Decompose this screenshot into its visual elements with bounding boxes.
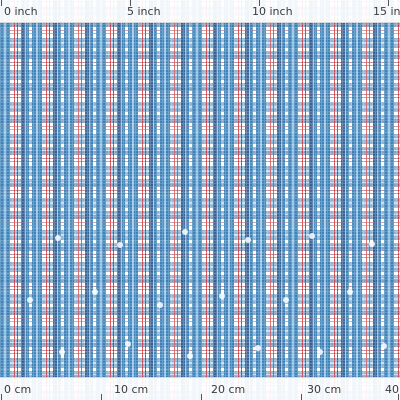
ruler-tick xyxy=(201,394,202,400)
ruler-tick xyxy=(1,0,2,6)
ruler-label-10-inch: 10 inch xyxy=(252,5,293,18)
ruler-tick xyxy=(388,0,389,6)
ruler-label-20-cm: 20 cm xyxy=(211,383,246,396)
ruler-label-40-cm: 40 xyxy=(385,383,399,396)
ruler-label-5-inch: 5 inch xyxy=(127,5,161,18)
ruler-tick xyxy=(1,394,2,400)
ruler-tick xyxy=(130,0,131,6)
ruler-tick xyxy=(259,0,260,6)
ruler-label-15-inch: 15 in xyxy=(373,5,400,18)
ruler-label-30-cm: 30 cm xyxy=(307,383,342,396)
ruler-tick xyxy=(398,394,399,400)
ruler-label-10-cm: 10 cm xyxy=(114,383,149,396)
ruler-label-0-cm: 0 cm xyxy=(4,383,32,396)
ruler-top-inches: 0 inch 5 inch 10 inch 15 in xyxy=(0,0,400,23)
ruler-bottom-cm: 0 cm 10 cm 20 cm 30 cm 40 xyxy=(0,377,400,400)
ruler-tick xyxy=(301,394,302,400)
ruler-tick xyxy=(101,394,102,400)
ruler-label-0-inch: 0 inch xyxy=(4,5,38,18)
